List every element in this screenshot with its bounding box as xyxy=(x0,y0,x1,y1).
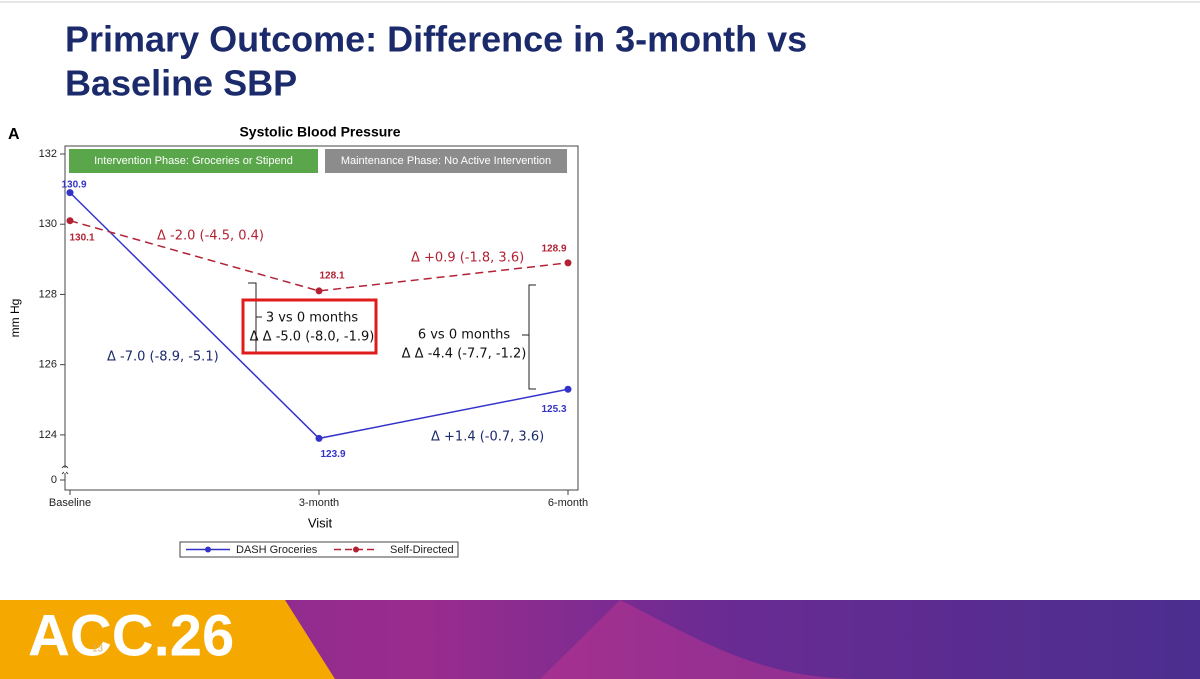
footer-shape xyxy=(540,600,860,679)
chart-title: Systolic Blood Pressure xyxy=(239,124,400,140)
data-point xyxy=(315,287,323,295)
x-tick-label: Baseline xyxy=(49,497,91,509)
data-point xyxy=(564,385,572,393)
plot-frame xyxy=(64,145,579,491)
phase-bar xyxy=(69,149,318,173)
legend-marker xyxy=(205,546,211,553)
annotation: 6 vs 0 months xyxy=(418,328,511,343)
data-label: 123.9 xyxy=(320,449,345,460)
axis-break-gap xyxy=(64,468,66,473)
legend: DASH Groceries Self-Directed xyxy=(179,541,459,558)
highlight-box xyxy=(241,298,378,355)
annotation: Δ Δ -5.0 (-8.0, -1.9) xyxy=(250,330,375,345)
y-tick-label: 128 xyxy=(39,288,57,300)
legend-label: Self-Directed xyxy=(390,544,454,556)
annotation: Δ -7.0 (-8.9, -5.1) xyxy=(107,350,219,365)
phase-label: Maintenance Phase: No Active Interventio… xyxy=(341,155,551,167)
data-point xyxy=(315,434,323,442)
x-axis-label: Visit xyxy=(308,515,333,530)
y-tick-label: 124 xyxy=(39,429,57,441)
y-tick-label: 130 xyxy=(39,218,57,230)
data-label: 130.9 xyxy=(61,179,86,190)
legend-marker xyxy=(353,546,359,553)
data-point xyxy=(66,189,74,197)
data-label: 125.3 xyxy=(541,404,566,415)
y-axis-label: mm Hg xyxy=(8,299,22,338)
annotation: Δ +0.9 (-1.8, 3.6) xyxy=(411,251,524,266)
legend-label: DASH Groceries xyxy=(236,544,318,556)
bracket xyxy=(522,284,536,390)
legend-box xyxy=(179,541,459,558)
x-tick-label: 6-month xyxy=(548,497,588,509)
data-label: 128.1 xyxy=(319,271,344,282)
data-point xyxy=(564,259,572,267)
phase-bars: Intervention Phase: Groceries or Stipend… xyxy=(69,149,567,173)
y-tick-label: 0 xyxy=(51,474,57,486)
data-label: 130.1 xyxy=(69,232,94,243)
x-tick-label: 3-month xyxy=(299,497,339,509)
data-label: 128.9 xyxy=(541,243,566,254)
data-point xyxy=(66,217,74,225)
y-tick-label: 126 xyxy=(39,359,57,371)
annotation: Δ Δ -4.4 (-7.7, -1.2) xyxy=(402,347,527,362)
phase-label: Intervention Phase: Groceries or Stipend xyxy=(94,155,293,167)
y-tick-label: 132 xyxy=(39,148,57,160)
slide-title: Primary Outcome: Difference in 3-month v… xyxy=(65,19,807,60)
phase-bar xyxy=(325,149,567,173)
annotation: 3 vs 0 months xyxy=(266,311,359,326)
annotation: Δ -2.0 (-4.5, 0.4) xyxy=(157,229,264,244)
page-number: 13 xyxy=(92,644,104,655)
footer-logo: ACC.26 xyxy=(28,603,234,668)
footer-accent xyxy=(0,600,335,679)
panel-label: A xyxy=(8,126,20,143)
annotation: Δ +1.4 (-0.7, 3.6) xyxy=(431,430,544,445)
slide-title: Baseline SBP xyxy=(65,63,297,104)
